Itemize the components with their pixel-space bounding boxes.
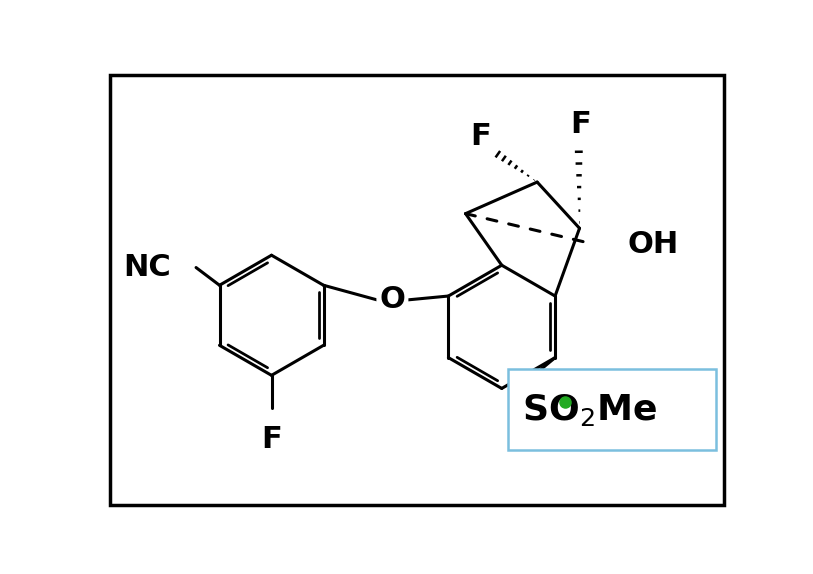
Text: F: F bbox=[261, 425, 282, 453]
Text: SO$_2$Me: SO$_2$Me bbox=[522, 391, 657, 428]
Text: OH: OH bbox=[628, 230, 679, 259]
Bar bbox=[508, 369, 715, 450]
Text: O: O bbox=[380, 285, 406, 315]
Text: F: F bbox=[471, 122, 491, 151]
Text: NC: NC bbox=[124, 253, 172, 282]
Text: F: F bbox=[571, 110, 591, 139]
